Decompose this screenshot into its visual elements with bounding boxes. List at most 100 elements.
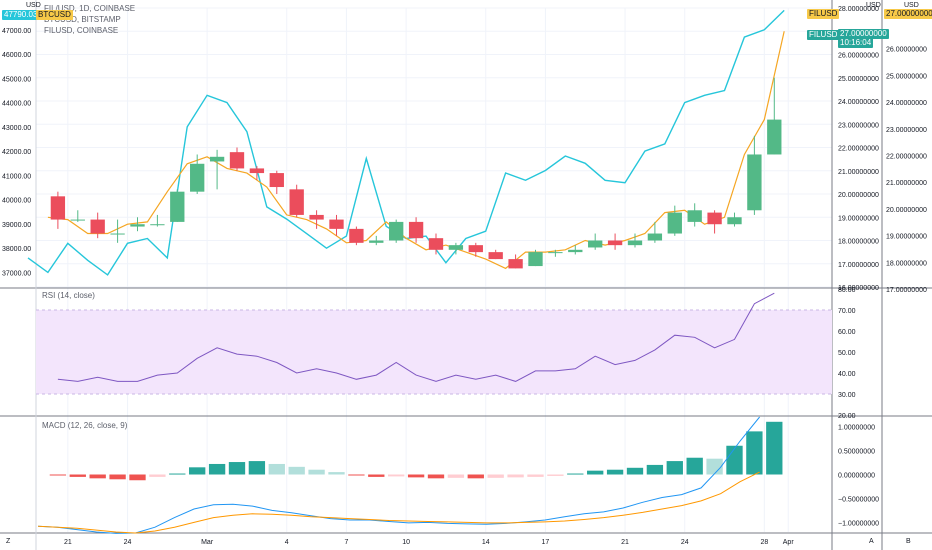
left-price-tick: 46000.00 <box>2 52 31 59</box>
candle-body[interactable] <box>588 240 603 248</box>
macd-hist-bar <box>626 467 644 475</box>
main-price-tick: 24.00000000 <box>838 99 879 106</box>
candle-body[interactable] <box>190 163 205 192</box>
candle-body[interactable] <box>747 154 762 211</box>
candle-body[interactable] <box>767 119 782 155</box>
candle-body[interactable] <box>170 191 185 222</box>
candle-body[interactable] <box>110 233 125 235</box>
candle-body[interactable] <box>269 173 284 188</box>
macd-hist-bar <box>766 421 783 475</box>
left-price-tick: 45000.00 <box>2 76 31 83</box>
macd-hist-bar <box>746 431 763 475</box>
candle-body[interactable] <box>329 219 344 229</box>
candle-body[interactable] <box>209 156 225 162</box>
candle-body[interactable] <box>130 224 145 227</box>
far-right-tick: 24.00000000 <box>886 100 927 107</box>
right-axis-unit: USD <box>866 2 881 9</box>
main-price-tick: 22.00000000 <box>838 146 879 153</box>
macd-hist-bar <box>228 462 246 475</box>
candle-body[interactable] <box>50 196 66 220</box>
candle-body[interactable] <box>727 217 742 225</box>
time-tick: 21 <box>621 539 629 546</box>
left-price-tick: 37000.00 <box>2 270 31 277</box>
candle-body[interactable] <box>607 240 623 246</box>
rsi-series <box>57 292 775 382</box>
candle-body[interactable] <box>289 189 304 215</box>
candle-body[interactable] <box>70 219 85 221</box>
fil-line-series <box>47 31 785 270</box>
macd-hist-bar <box>248 461 266 475</box>
left-price-tick: 41000.00 <box>2 173 31 180</box>
candle-body[interactable] <box>369 240 384 243</box>
candle-body[interactable] <box>408 221 424 239</box>
left-price-tick: 39000.00 <box>2 222 31 229</box>
macd-hist-bar <box>666 461 683 475</box>
time-tick: 24 <box>124 539 132 546</box>
macd-hist-bar <box>706 458 723 475</box>
main-price-tick: 19.00000000 <box>838 215 879 222</box>
left-price-tick: 44000.00 <box>2 101 31 108</box>
candle-body[interactable] <box>627 240 643 246</box>
candle-body[interactable] <box>647 233 663 241</box>
candle-body[interactable] <box>389 221 404 241</box>
macd-hist-bar <box>467 474 484 479</box>
main-price-tick: 28.00000000 <box>838 6 879 13</box>
left-axis-price-badge: 47790.03 <box>2 10 40 20</box>
candle-body[interactable] <box>568 249 583 253</box>
grid-lines <box>36 7 832 532</box>
far-right-axis-unit: USD <box>904 2 919 9</box>
rsi-legend[interactable]: RSI (14, close) <box>42 291 95 300</box>
macd-hist-bar <box>587 470 604 475</box>
axis-ticks: 28.00000000 27.00000000 26.00000000 25.0000… <box>2 6 927 546</box>
candlestick-series[interactable] <box>50 77 782 269</box>
candle-body[interactable] <box>150 224 165 226</box>
candle-body[interactable] <box>528 252 543 267</box>
far-right-price-badge: 27.00000000 <box>884 9 932 19</box>
candle-body[interactable] <box>508 259 523 269</box>
macd-hist-bar <box>368 474 385 477</box>
time-tick: 21 <box>64 539 72 546</box>
macd-hist-bar <box>208 463 226 475</box>
candle-body[interactable] <box>349 228 364 243</box>
candle-body[interactable] <box>428 238 444 250</box>
macd-hist-bar <box>348 474 365 476</box>
rsi-tick: 80.00 <box>838 287 856 294</box>
corner-b[interactable]: B <box>906 538 911 545</box>
corner-a[interactable]: A <box>869 538 874 545</box>
candle-body[interactable] <box>488 252 503 260</box>
rsi-tick: 20.00 <box>838 413 856 420</box>
macd-tick: −0.50000000 <box>838 496 879 503</box>
macd-lines <box>37 416 760 534</box>
candle-body[interactable] <box>249 168 265 174</box>
macd-hist-bar <box>69 474 86 477</box>
left-price-tick: 42000.00 <box>2 149 31 156</box>
last-price-badge: 27.00000000 <box>838 29 889 39</box>
time-tick: 10 <box>402 539 410 546</box>
candle-body[interactable] <box>548 252 563 254</box>
candle-body[interactable] <box>707 212 722 225</box>
corner-z[interactable]: Z <box>6 538 11 545</box>
macd-histogram <box>49 421 783 481</box>
macd-hist-bar <box>606 469 624 475</box>
candle-body[interactable] <box>667 212 682 234</box>
candle-body[interactable] <box>448 245 464 250</box>
time-tick: 24 <box>681 539 689 546</box>
candle-body[interactable] <box>229 152 245 169</box>
macd-legend[interactable]: MACD (12, 26, close, 9) <box>42 421 128 430</box>
far-right-tick: 18.00000000 <box>886 260 927 267</box>
macd-hist-bar <box>388 474 405 477</box>
legend-title[interactable]: FIL/USD, 1D, COINBASE <box>44 4 136 13</box>
far-right-tick: 19.00000000 <box>886 234 927 241</box>
macd-tick: 1.00000000 <box>838 425 875 432</box>
macd-tick: −1.00000000 <box>838 520 879 527</box>
candle-body[interactable] <box>309 214 324 220</box>
main-price-tick: 17.00000000 <box>838 262 879 269</box>
candle-body[interactable] <box>687 210 702 222</box>
candle-body[interactable] <box>90 219 105 234</box>
legend-overlay-fil[interactable]: FILUSD, COINBASE <box>44 26 119 35</box>
candle-body[interactable] <box>468 245 483 253</box>
legend-overlay-btc[interactable]: BTCUSD, BITSTAMP <box>44 15 121 24</box>
macd-hist-bar <box>686 457 703 475</box>
